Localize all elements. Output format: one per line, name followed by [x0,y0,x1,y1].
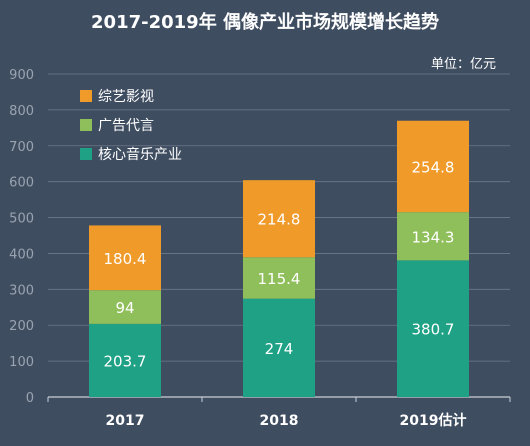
legend-label: 核心音乐产业 [98,146,182,163]
data-label: 274 [265,340,294,358]
bar-segment [89,225,161,291]
data-label: 380.7 [412,321,455,339]
x-tick-label: 2019估计 [400,412,467,429]
unit-label: 单位：亿元 [431,57,496,72]
legend-label: 综艺影视 [98,89,154,105]
data-label: 254.8 [412,158,455,176]
x-axis-ticks: 2017 2018 2019估计 [47,397,511,429]
data-label: 134.3 [412,228,455,246]
bar-segment [397,120,469,213]
y-tick-label: 200 [9,319,34,334]
bar-segment [243,257,315,299]
data-label: 203.7 [104,352,147,370]
chart-title: 2017-2019年 偶像产业市场规模增长趋势 [91,11,439,33]
legend-label: 广告代言 [98,118,154,134]
y-axis-ticks: 0 100 200 300 400 500 600 700 800 900 [9,68,34,406]
x-tick-label: 2018 [260,413,299,429]
y-tick-label: 0 [26,391,34,406]
y-tick-label: 400 [9,247,34,262]
y-tick-label: 800 [9,104,34,119]
bar-segment [397,260,469,397]
data-label: 94 [115,299,134,317]
y-tick-label: 500 [9,212,34,227]
legend-swatch [80,90,92,102]
legend-swatch [80,148,92,160]
data-label: 115.4 [258,270,301,288]
x-tick-label: 2017 [106,413,145,429]
bar-segment [89,323,161,397]
bar-segment [243,180,315,258]
y-tick-label: 700 [9,140,34,155]
bar-segment [89,290,161,324]
y-tick-label: 600 [9,176,34,191]
legend-swatch [80,119,92,131]
data-label: 180.4 [104,250,147,268]
bars: 203.7 94 180.4 274 115.4 214.8 380.7 134.3 254.8 [89,120,469,397]
y-tick-label: 300 [9,283,34,298]
bar-segment [397,212,469,261]
data-label: 214.8 [258,211,301,229]
y-tick-label: 100 [9,355,34,370]
bar-segment [243,298,315,397]
y-tick-label: 900 [9,68,34,83]
